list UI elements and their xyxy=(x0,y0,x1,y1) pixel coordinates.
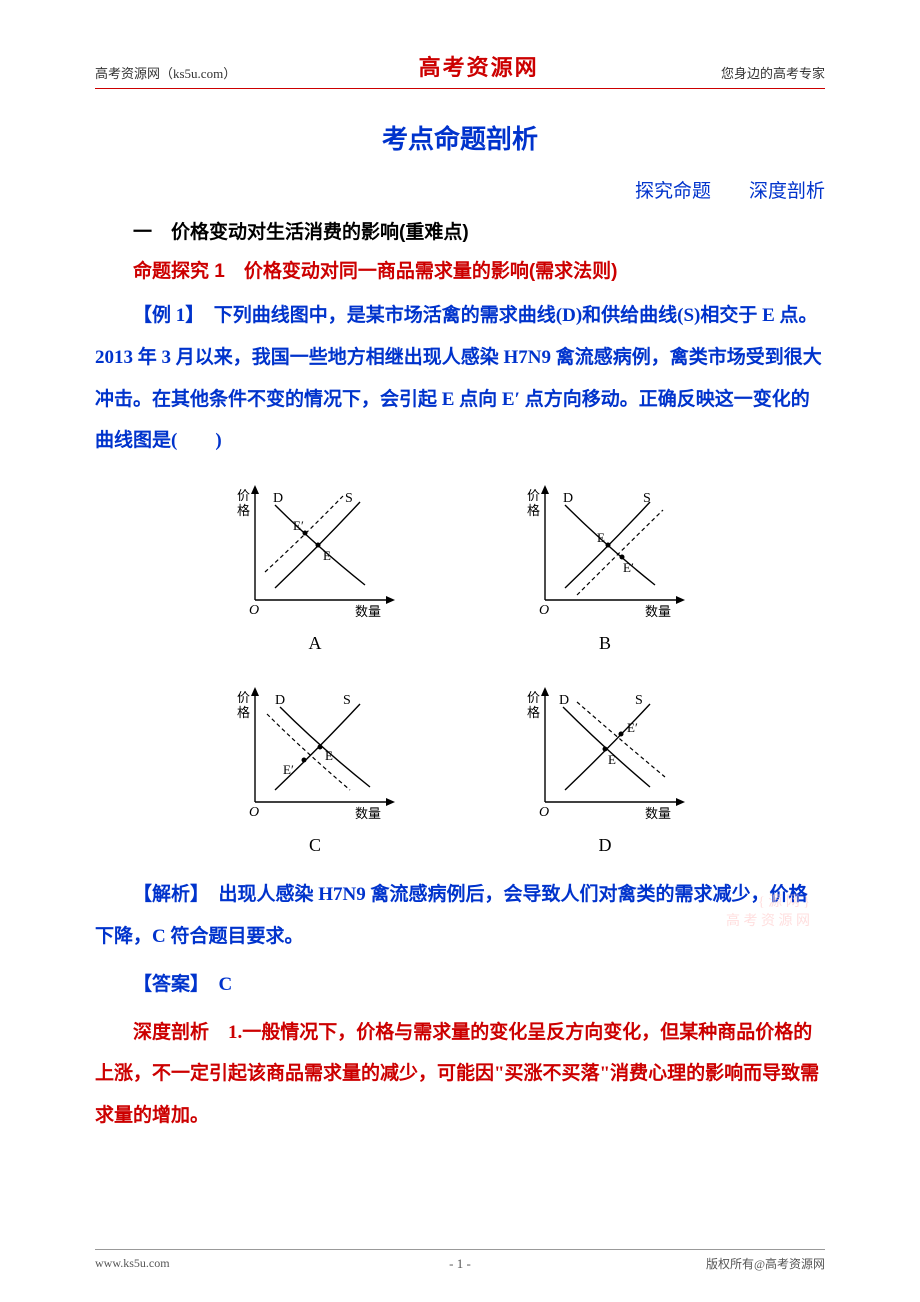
svg-text:E′: E′ xyxy=(627,720,638,735)
analysis-label: 【解析】 xyxy=(133,884,200,905)
answer-value: C xyxy=(200,974,233,995)
svg-text:S: S xyxy=(345,491,353,506)
svg-text:D: D xyxy=(563,491,573,506)
svg-text:S: S xyxy=(643,491,651,506)
chart-D-label: D xyxy=(599,835,612,856)
svg-text:O: O xyxy=(249,603,259,618)
answer-label: 【答案】 xyxy=(133,974,200,995)
chart-C-label: C xyxy=(309,835,321,856)
charts-grid: 价 格 O 数量 D S E E′ xyxy=(95,480,825,856)
svg-text:价: 价 xyxy=(527,690,540,705)
chart-row-1: 价 格 O 数量 D S E E′ xyxy=(225,480,695,654)
deep-analysis-paragraph: 深度剖析 1.一般情况下，价格与需求量的变化呈反方向变化，但某种商品价格的上涨，… xyxy=(95,1012,825,1137)
svg-text:D: D xyxy=(273,491,283,506)
example-paragraph: 【例 1】 下列曲线图中，是某市场活禽的需求曲线(D)和供给曲线(S)相交于 E… xyxy=(95,295,825,462)
svg-text:格: 格 xyxy=(527,705,540,720)
page-footer: www.ks5u.com - 1 - 版权所有@高考资源网 xyxy=(95,1249,825,1272)
svg-text:数量: 数量 xyxy=(645,604,671,619)
command-heading: 命题探究 1 价格变动对同一商品需求量的影响(需求法则) xyxy=(95,256,825,283)
deep-label: 深度剖析 xyxy=(133,1022,209,1043)
svg-text:E: E xyxy=(597,530,605,545)
footer-page-number: - 1 - xyxy=(449,1256,471,1272)
svg-text:数量: 数量 xyxy=(355,806,381,821)
chart-B-svg: 价 格 O 数量 D S E E′ xyxy=(515,480,695,625)
svg-text:数量: 数量 xyxy=(645,806,671,821)
svg-text:S: S xyxy=(635,693,643,708)
analysis-text: 出现人感染 H7N9 禽流感病例后，会导致人们对禽类的需求减少，价格下降，C 符… xyxy=(95,884,808,947)
svg-text:格: 格 xyxy=(237,705,250,720)
chart-C-svg: 价 格 O 数量 D S E E′ xyxy=(225,682,405,827)
header-right: 您身边的高考专家 xyxy=(721,63,825,82)
svg-text:价: 价 xyxy=(237,690,250,705)
chart-B: 价 格 O 数量 D S E E′ B xyxy=(515,480,695,654)
header-center-logo: 高考资源网 xyxy=(419,50,539,82)
svg-text:格: 格 xyxy=(527,503,540,518)
chart-C: 价 格 O 数量 D S E E′ C xyxy=(225,682,405,856)
subtitle: 探究命题 深度剖析 xyxy=(95,176,825,203)
svg-text:O: O xyxy=(539,603,549,618)
watermark-line2: 高 考 资 源 网 xyxy=(726,912,810,932)
svg-text:E′: E′ xyxy=(283,762,294,777)
svg-text:E′: E′ xyxy=(623,560,634,575)
answer-paragraph: 【答案】 C xyxy=(95,964,825,1006)
svg-text:E: E xyxy=(325,748,333,763)
footer-right: 版权所有@高考资源网 xyxy=(706,1255,825,1272)
svg-text:O: O xyxy=(539,805,549,820)
chart-D: 价 格 O 数量 D S E E′ D xyxy=(515,682,695,856)
main-title: 考点命题剖析 xyxy=(95,119,825,156)
ylabel: 价 xyxy=(237,488,250,503)
chart-B-label: B xyxy=(599,633,611,654)
example-label: 【例 1】 xyxy=(133,305,195,326)
footer-left: www.ks5u.com xyxy=(95,1256,170,1271)
ylabel2: 格 xyxy=(237,503,250,518)
header-left: 高考资源网（ks5u.com） xyxy=(95,63,236,82)
chart-row-2: 价 格 O 数量 D S E E′ C xyxy=(225,682,695,856)
watermark-line1: { 源 网 } xyxy=(726,893,810,913)
svg-text:价: 价 xyxy=(527,488,540,503)
svg-text:D: D xyxy=(275,693,285,708)
chart-A: 价 格 O 数量 D S E E′ xyxy=(225,480,405,654)
chart-D-svg: 价 格 O 数量 D S E E′ xyxy=(515,682,695,827)
watermark: { 源 网 } 高 考 资 源 网 xyxy=(726,893,810,932)
svg-text:O: O xyxy=(249,805,259,820)
svg-text:E: E xyxy=(608,752,616,767)
svg-text:S: S xyxy=(343,693,351,708)
page-header: 高考资源网（ks5u.com） 高考资源网 您身边的高考专家 xyxy=(95,50,825,89)
analysis-paragraph: 【解析】 出现人感染 H7N9 禽流感病例后，会导致人们对禽类的需求减少，价格下… xyxy=(95,874,825,958)
chart-A-svg: 价 格 O 数量 D S E E′ xyxy=(225,480,405,625)
svg-text:E: E xyxy=(323,548,331,563)
section-heading: 一 价格变动对生活消费的影响(重难点) xyxy=(95,217,825,244)
chart-A-label: A xyxy=(309,633,322,654)
svg-text:D: D xyxy=(559,693,569,708)
svg-text:E′: E′ xyxy=(293,518,304,533)
page: 高考资源网（ks5u.com） 高考资源网 您身边的高考专家 考点命题剖析 探究… xyxy=(0,0,920,1302)
svg-text:数量: 数量 xyxy=(355,604,381,619)
example-text: 下列曲线图中，是某市场活禽的需求曲线(D)和供给曲线(S)相交于 E 点。201… xyxy=(95,305,822,451)
